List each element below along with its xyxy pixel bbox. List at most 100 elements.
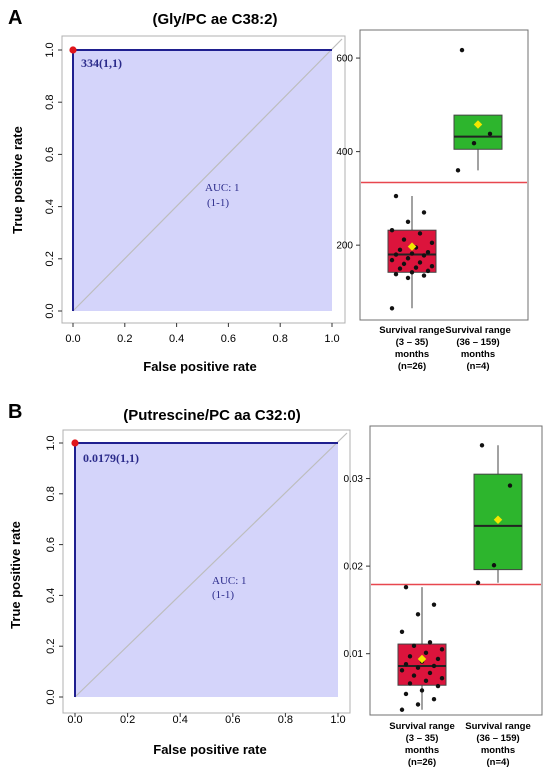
data-point — [407, 654, 413, 659]
x-tick-label: 0.4 — [169, 333, 184, 345]
data-point — [409, 251, 415, 256]
data-point — [405, 256, 411, 261]
y-tick-label: 200 — [336, 241, 353, 252]
data-point — [411, 643, 417, 649]
data-point — [415, 612, 421, 617]
y-tick-label: 1.0 — [44, 42, 56, 57]
x-tick-label: 0.8 — [278, 714, 293, 726]
data-point — [393, 271, 399, 277]
data-point — [435, 683, 441, 689]
data-point — [401, 237, 407, 242]
data-point — [389, 227, 395, 233]
group-label: months — [461, 349, 495, 360]
y-tick-label: 0.4 — [45, 588, 57, 603]
data-point — [399, 668, 405, 673]
chart-title: (Gly/PC ae C38:2) — [152, 11, 277, 28]
data-point — [423, 650, 429, 656]
y-axis-label: True positive rate — [8, 521, 23, 629]
x-tick-label: 0.2 — [120, 714, 135, 726]
data-point — [413, 265, 419, 270]
data-point — [401, 261, 407, 267]
y-tick-label: 0.01 — [344, 649, 364, 660]
data-point — [393, 252, 399, 257]
data-point — [507, 483, 513, 488]
data-point — [439, 647, 445, 652]
box-plot-frame — [359, 29, 529, 321]
y-tick-label: 0.03 — [344, 474, 364, 485]
data-point — [403, 584, 409, 590]
data-point — [479, 443, 485, 448]
mean-marker — [407, 242, 417, 251]
y-tick-label: 400 — [336, 147, 353, 158]
data-point — [421, 210, 427, 215]
cutoff-point — [69, 46, 77, 54]
group-label: months — [481, 745, 515, 756]
mean-marker — [473, 120, 483, 129]
group-label: Survival range — [465, 721, 530, 732]
cutoff-label: 334(1,1) — [81, 56, 122, 70]
data-point — [393, 193, 399, 199]
data-point — [425, 268, 431, 274]
data-point — [431, 697, 437, 702]
auc-label: AUC: 1 — [205, 182, 240, 194]
y-tick-label: 0.8 — [44, 95, 56, 110]
data-point — [397, 266, 403, 271]
data-point — [405, 275, 411, 281]
y-tick-label: 0.4 — [44, 199, 56, 214]
x-axis-label: False positive rate — [143, 359, 256, 374]
y-axis-label: True positive rate — [10, 126, 25, 234]
data-point — [421, 273, 427, 278]
data-point — [439, 676, 445, 681]
y-tick-label: 0.0 — [45, 689, 57, 704]
data-point — [389, 257, 395, 263]
y-tick-label: 0.6 — [45, 537, 57, 552]
group-label: months — [395, 349, 429, 360]
data-point — [405, 219, 411, 224]
chance-diagonal — [72, 38, 343, 312]
panel-a: A (Gly/PC ae C38:2) False positive rate … — [8, 7, 529, 374]
group-label: (n=4) — [467, 361, 490, 372]
y-tick-label: 0.6 — [44, 147, 56, 162]
data-point — [431, 602, 437, 607]
data-point — [417, 231, 423, 236]
data-point — [429, 240, 435, 246]
panel-b: B (Putrescine/PC aa C32:0) False positiv… — [8, 401, 543, 768]
y-tick-label: 0.8 — [45, 486, 57, 501]
cutoff-point — [71, 439, 79, 447]
chance-diagonal — [74, 432, 348, 698]
data-point — [431, 663, 437, 669]
y-tick-label: 0.0 — [44, 303, 56, 318]
panel-letter: A — [8, 7, 22, 29]
group-label: (3 – 35) — [406, 733, 439, 744]
data-point — [403, 662, 409, 667]
x-tick-label: 0.2 — [117, 333, 132, 345]
data-point — [407, 681, 413, 686]
data-point — [427, 640, 433, 645]
data-point — [491, 563, 497, 568]
auc-ci-label: (1-1) — [207, 197, 229, 209]
data-point — [411, 673, 417, 678]
x-tick-label: 0.0 — [65, 333, 80, 345]
data-point — [487, 131, 493, 137]
x-tick-label: 0.0 — [67, 714, 82, 726]
data-point — [475, 580, 481, 585]
x-tick-label: 1.0 — [324, 333, 339, 345]
data-point — [399, 629, 405, 635]
data-point — [455, 168, 461, 173]
x-tick-label: 1.0 — [330, 714, 345, 726]
data-point — [409, 270, 415, 275]
x-tick-label: 0.6 — [221, 333, 236, 345]
y-tick-label: 1.0 — [45, 435, 57, 450]
group-label: Survival range — [389, 721, 454, 732]
data-point — [423, 678, 429, 684]
mean-marker — [493, 515, 503, 524]
group-label: Survival range — [445, 325, 510, 336]
group-label: (3 – 35) — [396, 337, 429, 348]
group-label: months — [405, 745, 439, 756]
chart-title: (Putrescine/PC aa C32:0) — [123, 407, 301, 424]
group-label: (36 – 159) — [456, 337, 499, 348]
data-point — [425, 249, 431, 255]
data-point — [397, 247, 403, 253]
data-point — [417, 260, 423, 265]
